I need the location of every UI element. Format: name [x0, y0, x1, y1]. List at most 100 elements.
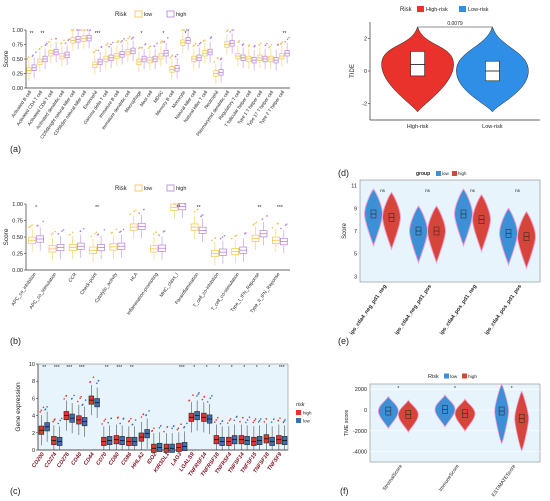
outlier-dot [211, 395, 213, 397]
outlier-dot [50, 233, 53, 236]
significance-label: ** [258, 205, 262, 211]
y-tick-label: 1.00 [12, 28, 23, 34]
violin-shape [434, 394, 456, 428]
outlier-dot [63, 398, 65, 400]
significance-label: *** [116, 365, 122, 371]
outlier-dot [60, 42, 62, 45]
outlier-dot [280, 42, 282, 45]
violin-shape [471, 193, 492, 253]
category-label: CD40 [70, 452, 83, 467]
category-label: CD44 [83, 452, 96, 467]
outlier-dot [245, 421, 247, 424]
outlier-dot [130, 417, 132, 420]
outlier-dot [258, 44, 261, 46]
outlier-dot [253, 222, 256, 225]
outlier-dot [116, 41, 118, 44]
panel-label-e: (e) [338, 336, 349, 346]
p-value-label: 0.0079 [447, 21, 463, 27]
outlier-dot [118, 231, 121, 233]
significance-label: * [193, 365, 195, 371]
outlier-dot [270, 44, 273, 46]
significance-label: *** [66, 365, 72, 371]
outlier-dot [198, 392, 200, 394]
outlier-dot [110, 43, 112, 46]
y-axis-label: TIDE [350, 64, 356, 78]
outlier-dot [31, 224, 33, 226]
outlier-dot [239, 420, 241, 423]
y-tick-label: 8 [32, 379, 35, 385]
y-tick-label: 6 [32, 396, 35, 402]
legend-swatch [296, 418, 301, 423]
outlier-dot [209, 37, 212, 39]
outlier-dot [209, 397, 212, 400]
outlier-dot [89, 29, 92, 31]
significance-label: ** [105, 365, 109, 371]
legend-title: Risk [400, 7, 413, 13]
outlier-dot [196, 208, 199, 211]
outlier-dot [220, 58, 222, 60]
outlier-dot [247, 45, 250, 47]
y-tick-label: 11 [351, 184, 357, 190]
violin-box [410, 51, 425, 77]
outlier-dot [57, 232, 60, 235]
outlier-dot [261, 218, 264, 221]
outlier-dot [226, 422, 229, 424]
significance-label: ** [42, 365, 46, 371]
legend-label: high [468, 374, 477, 380]
outlier-dot [285, 223, 288, 225]
outlier-dot [163, 430, 165, 433]
outlier-dot [86, 29, 89, 31]
outlier-dot [95, 231, 98, 234]
outlier-dot [60, 417, 63, 420]
legend-label: low [442, 171, 450, 176]
significance-label: * [185, 31, 187, 37]
outlier-dot [229, 418, 232, 420]
outlier-dot [266, 42, 268, 45]
significance-label: * [511, 386, 513, 392]
outlier-dot [176, 53, 179, 56]
violin-shape [454, 398, 476, 433]
y-tick-label: 2 [364, 36, 367, 42]
outlier-dot [117, 40, 120, 42]
outlier-dot [282, 421, 285, 424]
y-tick-label: -2000 [353, 429, 367, 435]
outlier-dot [178, 203, 181, 205]
outlier-dot [144, 43, 147, 45]
y-tick-label: -4000 [353, 450, 367, 456]
outlier-dot [77, 29, 79, 31]
outlier-dot [236, 415, 238, 418]
outlier-dot [286, 38, 289, 41]
outlier-dot [121, 39, 123, 42]
outlier-dot [29, 225, 32, 228]
legend-label: low [144, 12, 152, 18]
y-tick-label: 0.50 [12, 235, 23, 241]
category-label: Low-risk [482, 124, 503, 130]
outlier-dot [156, 42, 158, 45]
significance-label: ** [41, 31, 45, 37]
outlier-dot [138, 46, 141, 49]
outlier-dot [270, 421, 273, 423]
significance-label: * [218, 365, 220, 371]
outlier-dot [79, 29, 81, 31]
outlier-dot [171, 54, 174, 57]
y-tick-label: 3 [354, 274, 357, 280]
legend-title: Risk [115, 12, 128, 18]
outlier-dot [127, 420, 130, 423]
outlier-dot [76, 400, 79, 403]
category-label: CD80 [108, 452, 121, 467]
significance-label: ns [425, 188, 431, 193]
outlier-dot [54, 418, 56, 420]
violin-shape [453, 188, 474, 248]
outlier-dot [129, 213, 132, 216]
significance-label: * [206, 365, 208, 371]
y-tick-label: 0 [364, 69, 367, 75]
significance-label: *** [79, 365, 85, 371]
legend-swatch [134, 184, 143, 192]
legend-label: Low-risk [468, 7, 489, 13]
outlier-dot [92, 376, 95, 378]
outlier-dot [35, 51, 37, 54]
outlier-dot [131, 423, 134, 426]
y-tick-label: 0 [364, 408, 367, 414]
outlier-dot [259, 418, 262, 420]
